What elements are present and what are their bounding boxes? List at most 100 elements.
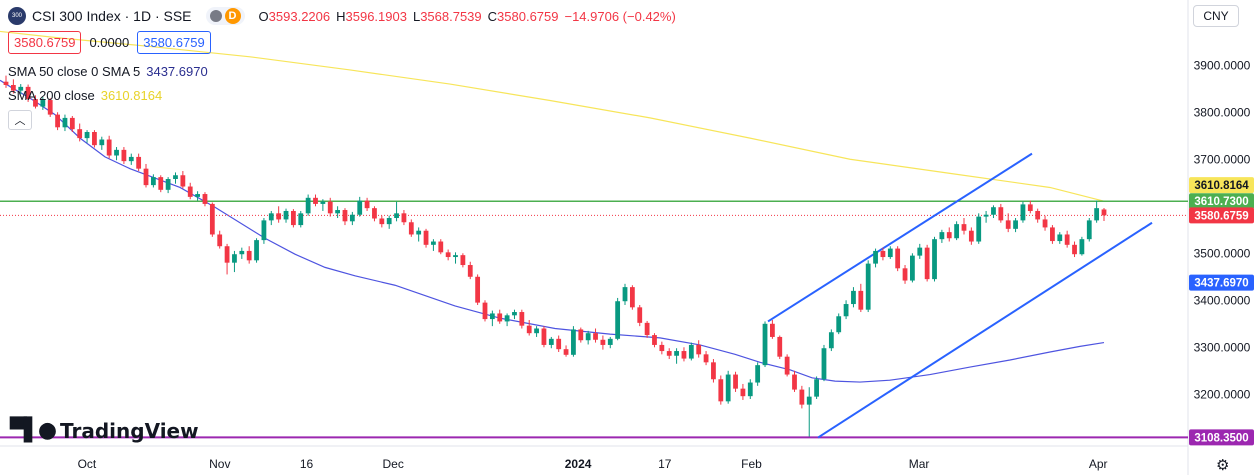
candle-body — [526, 325, 532, 334]
candle-body — [968, 230, 974, 242]
candle-body — [1079, 239, 1085, 255]
candle-body — [593, 333, 598, 340]
indicator-sma200[interactable]: SMA 200 close 3610.8164 — [8, 88, 162, 103]
candle-body — [482, 302, 488, 320]
x-tick-label: 17 — [658, 457, 672, 471]
candle-body — [128, 156, 134, 162]
candle-body — [475, 276, 481, 303]
candle-body — [622, 287, 628, 302]
indicator-label: SMA 200 close — [8, 88, 95, 103]
spread-value: 0.0000 — [89, 35, 130, 50]
candle-body — [291, 210, 296, 226]
candle-body — [239, 250, 245, 255]
candle-body — [320, 201, 326, 204]
candle-body — [438, 241, 444, 253]
candle-body — [887, 248, 893, 258]
candle-body — [364, 200, 370, 209]
candle-body — [1086, 220, 1092, 240]
candle-body — [504, 315, 510, 322]
candle-body — [33, 99, 38, 107]
candle-body — [585, 333, 591, 341]
candle-body — [372, 208, 377, 219]
candle-body — [1020, 204, 1026, 221]
resistance-price-label-bg — [1189, 193, 1254, 210]
chevron-up-icon: ︿ — [14, 115, 26, 127]
visibility-badge[interactable]: D — [205, 7, 245, 25]
y-tick-label: 3800.0000 — [1194, 105, 1251, 119]
candle-body — [814, 379, 819, 397]
candle-body — [939, 232, 945, 240]
indicator-value: 3610.8164 — [100, 88, 163, 103]
candle-body — [1013, 220, 1018, 229]
candle-body — [600, 339, 606, 345]
candle-body — [1035, 210, 1041, 220]
x-tick-label: Feb — [741, 457, 762, 471]
candle-body — [703, 354, 709, 363]
candle-body — [851, 290, 856, 305]
y-tick-label: 3500.0000 — [1194, 246, 1251, 260]
y-tick-label: 3200.0000 — [1194, 387, 1251, 401]
candle-body — [571, 329, 576, 355]
candle-body — [688, 344, 694, 359]
candle-body — [666, 351, 672, 356]
candle-body — [828, 332, 834, 349]
candle-body — [246, 250, 252, 261]
candle-body — [121, 149, 127, 162]
candle-body — [932, 239, 937, 280]
candle-body — [769, 323, 775, 337]
candle-body — [873, 250, 878, 264]
candle-body — [681, 351, 687, 359]
gear-icon[interactable]: ⚙ — [1216, 457, 1230, 474]
support-price-label: 3108.3500 — [1194, 432, 1248, 444]
collapse-legend-button[interactable]: ︿ — [8, 110, 32, 130]
candle-body — [637, 307, 643, 323]
candle-body — [180, 175, 186, 187]
candle-body — [173, 175, 178, 180]
candle-body — [718, 379, 724, 402]
ohlc-open: O3593.2206 — [258, 8, 331, 24]
y-tick-label: 3400.0000 — [1194, 293, 1251, 307]
candle-body — [740, 388, 746, 397]
sma200-price-label-bg — [1189, 177, 1254, 194]
candle-body — [467, 265, 473, 277]
buy-price-button[interactable]: 3580.6759 — [137, 31, 211, 54]
candle-body — [799, 389, 805, 405]
candle-body — [489, 313, 495, 320]
symbol-title[interactable]: CSI 300 Index · 1D · SSE — [32, 8, 192, 24]
currency-selector[interactable]: CNY — [1193, 5, 1239, 27]
symbol-logo-icon: 300 — [8, 7, 26, 25]
eye-icon — [209, 10, 222, 22]
ohlc-close: C3580.6759 — [487, 8, 559, 24]
candle-body — [1094, 208, 1100, 221]
candle-body — [991, 207, 996, 215]
candle-body — [313, 197, 318, 204]
tradingview-logo[interactable]: ▀▌● TradingView — [10, 418, 199, 443]
indicator-sma50[interactable]: SMA 50 close 0 SMA 5 3437.6970 — [8, 64, 208, 79]
candle-body — [10, 84, 16, 91]
candle-body — [209, 203, 215, 235]
sell-price-button[interactable]: 3580.6759 — [8, 31, 82, 54]
candle-body — [136, 156, 142, 169]
resistance-price-label: 3610.7300 — [1194, 196, 1248, 208]
candle-body — [349, 214, 355, 222]
candle-body — [733, 374, 738, 389]
candle-body — [47, 100, 53, 115]
candle-body — [519, 312, 525, 326]
ohlc-values: O3593.2206 H3596.1903 L3568.7539 C3580.6… — [259, 9, 676, 24]
y-tick-label: 3300.0000 — [1194, 340, 1251, 354]
chart-header: 300 CSI 300 Index · 1D · SSE D O3593.220… — [8, 6, 676, 26]
candle-body — [946, 232, 952, 239]
candle-body — [3, 81, 9, 85]
candle-body — [652, 335, 657, 345]
candle-body — [917, 247, 923, 256]
logo-text: TradingView — [60, 418, 199, 443]
candle-body — [541, 328, 547, 345]
x-tick-label: Mar — [909, 457, 930, 471]
trade-row: 3580.6759 0.0000 3580.6759 — [8, 31, 211, 54]
candle-body — [261, 220, 267, 241]
candle-body — [84, 132, 90, 139]
candle-body — [114, 149, 119, 156]
candle-body — [983, 214, 989, 217]
x-tick-label: Oct — [78, 457, 97, 471]
